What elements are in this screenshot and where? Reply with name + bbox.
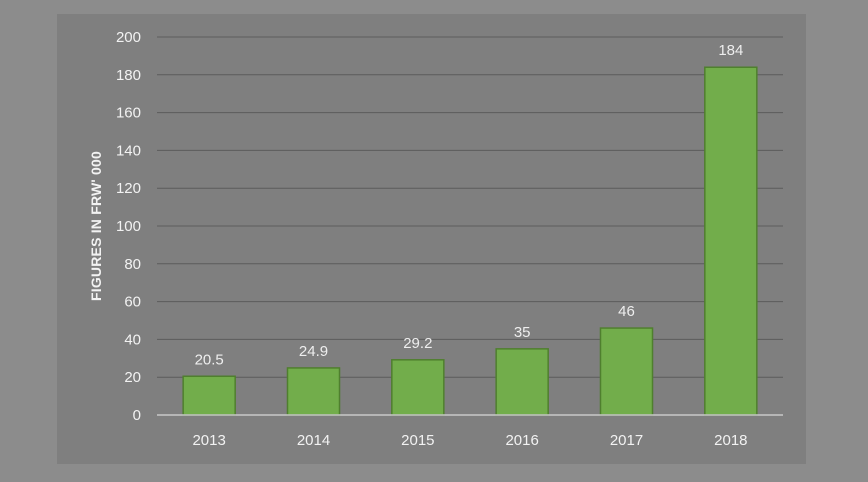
- bar: [391, 359, 445, 416]
- y-tick-label: 160: [116, 105, 141, 122]
- bar: [599, 327, 654, 416]
- bar: [495, 348, 549, 416]
- x-tick-label: 2013: [192, 432, 225, 449]
- data-label: 20.5: [195, 351, 224, 368]
- bar: [704, 66, 758, 416]
- y-tick-label: 180: [116, 67, 141, 84]
- bar: [182, 375, 236, 416]
- data-label: 24.9: [299, 343, 328, 360]
- data-label: 35: [514, 324, 531, 341]
- x-tick-label: 2017: [610, 432, 643, 449]
- y-tick-label: 140: [116, 142, 141, 159]
- y-tick-label: 200: [116, 29, 141, 46]
- data-label: 29.2: [403, 335, 432, 352]
- y-tick-label: 0: [133, 407, 141, 424]
- y-axis-title: FIGURES IN FRW' 000: [88, 150, 104, 302]
- y-tick-label: 40: [124, 331, 141, 348]
- x-tick-label: 2015: [401, 432, 434, 449]
- y-tick-label: 120: [116, 180, 141, 197]
- chart-area: 0 20 40 60 80 100 120 140 160 180 200 20.5 2013 24.9 2…: [57, 14, 806, 464]
- data-label: 46: [618, 303, 635, 320]
- y-tick-label: 100: [116, 218, 141, 235]
- x-tick-label: 2018: [714, 432, 747, 449]
- y-tick-label: 60: [124, 294, 141, 311]
- y-tick-label: 80: [124, 256, 141, 273]
- data-label: 184: [718, 42, 743, 59]
- bar: [286, 367, 341, 416]
- x-tick-label: 2014: [297, 432, 330, 449]
- y-tick-label: 20: [124, 369, 141, 386]
- x-tick-label: 2016: [505, 432, 538, 449]
